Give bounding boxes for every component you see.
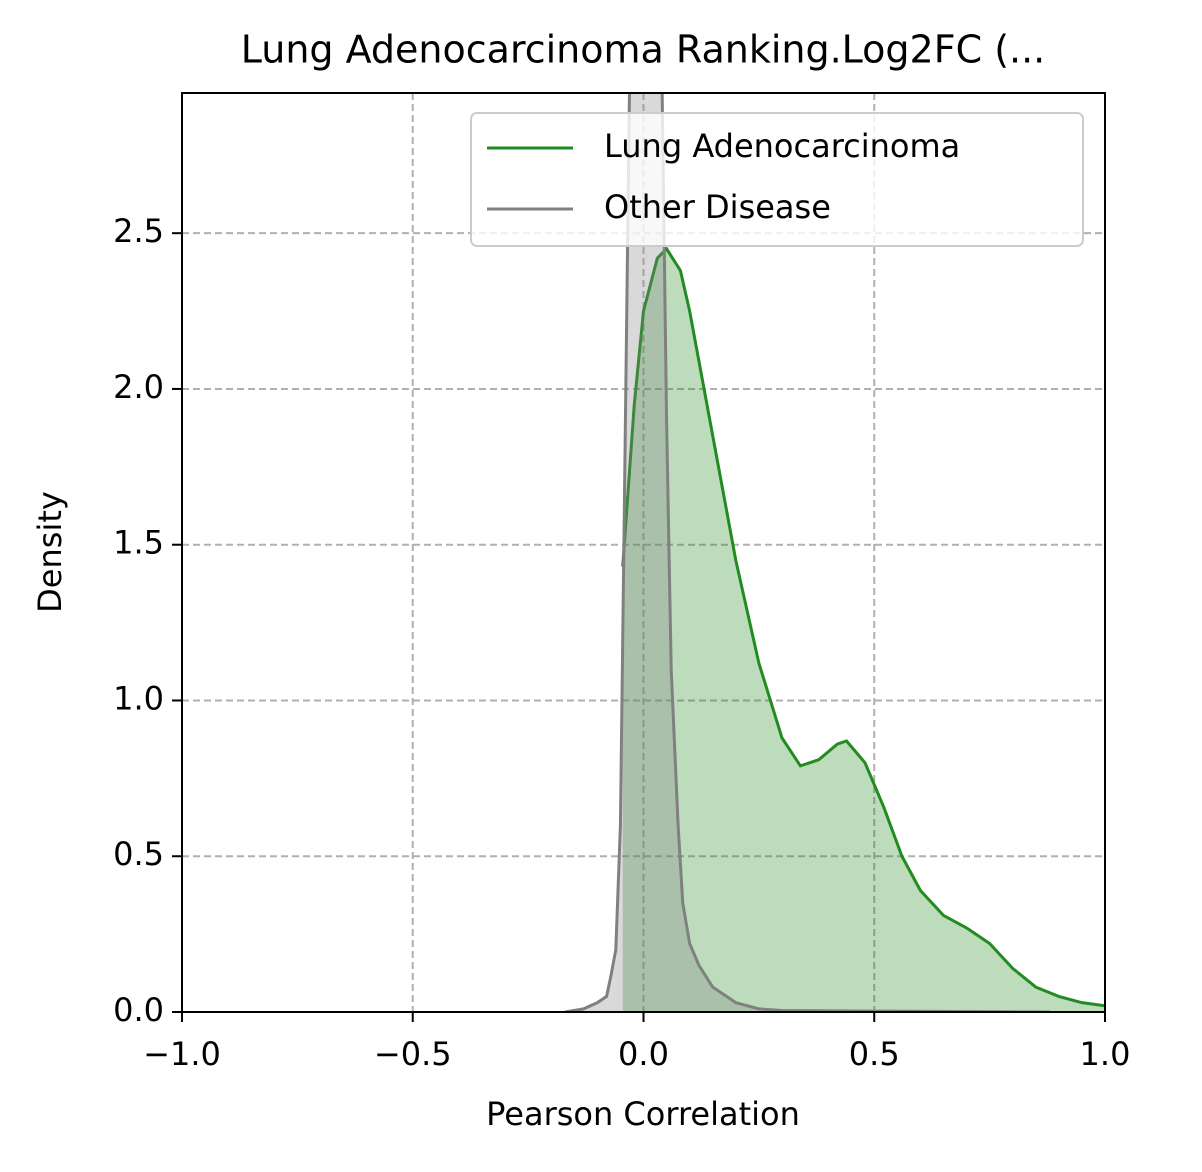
density-area [622,248,1105,1012]
x-tick-label: 0.5 [849,1035,900,1073]
density-area [565,93,1050,1012]
chart-title: Lung Adenocarcinoma Ranking.Log2FC (... [241,28,1046,72]
x-tick-label: −1.0 [143,1035,221,1073]
x-tick-label: 0.0 [618,1035,669,1073]
plot-area [564,93,1105,1012]
legend-box [470,112,1084,247]
legend-label: Lung Adenocarcinoma [604,127,960,165]
density-line [564,93,1050,1012]
plot-frame [181,92,1106,1013]
y-tick-label: 0.5 [113,835,164,873]
y-tick-label: 2.0 [113,368,164,406]
y-tick-label: 2.5 [113,212,164,250]
x-tick-label: 1.0 [1080,1035,1131,1073]
y-tick-label: 0.0 [113,991,164,1029]
x-axis-label: Pearson Correlation [486,1095,800,1133]
legend-label: Other Disease [604,188,831,226]
y-axis-label: Density [31,491,69,613]
y-tick-label: 1.0 [113,679,164,717]
y-tick-label: 1.5 [113,524,164,562]
density-line [621,246,1105,1008]
x-tick-label: −0.5 [374,1035,452,1073]
